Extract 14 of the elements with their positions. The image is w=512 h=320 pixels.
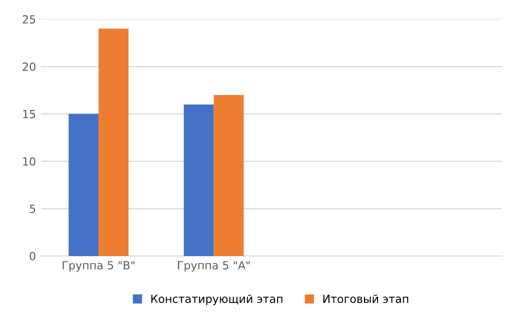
- bar: [214, 94, 244, 256]
- bar: [98, 28, 129, 256]
- y-tick-label: 15: [23, 110, 36, 118]
- x-tick-label: Группа 5 "В": [62, 261, 134, 272]
- y-tick-label: 0: [30, 252, 36, 260]
- y-tick-label: 25: [22, 15, 36, 24]
- bar: [68, 114, 99, 256]
- legend-label: Итоговый этап: [323, 294, 408, 304]
- y-tick-label: 20: [22, 62, 36, 71]
- x-tick-label: Группа 5 "А": [178, 261, 250, 272]
- y-tick-label: 10: [23, 157, 36, 166]
- y-tick-label: 5: [30, 204, 36, 214]
- bar: [184, 104, 214, 256]
- legend-label: Констатирующий этап: [151, 294, 282, 306]
